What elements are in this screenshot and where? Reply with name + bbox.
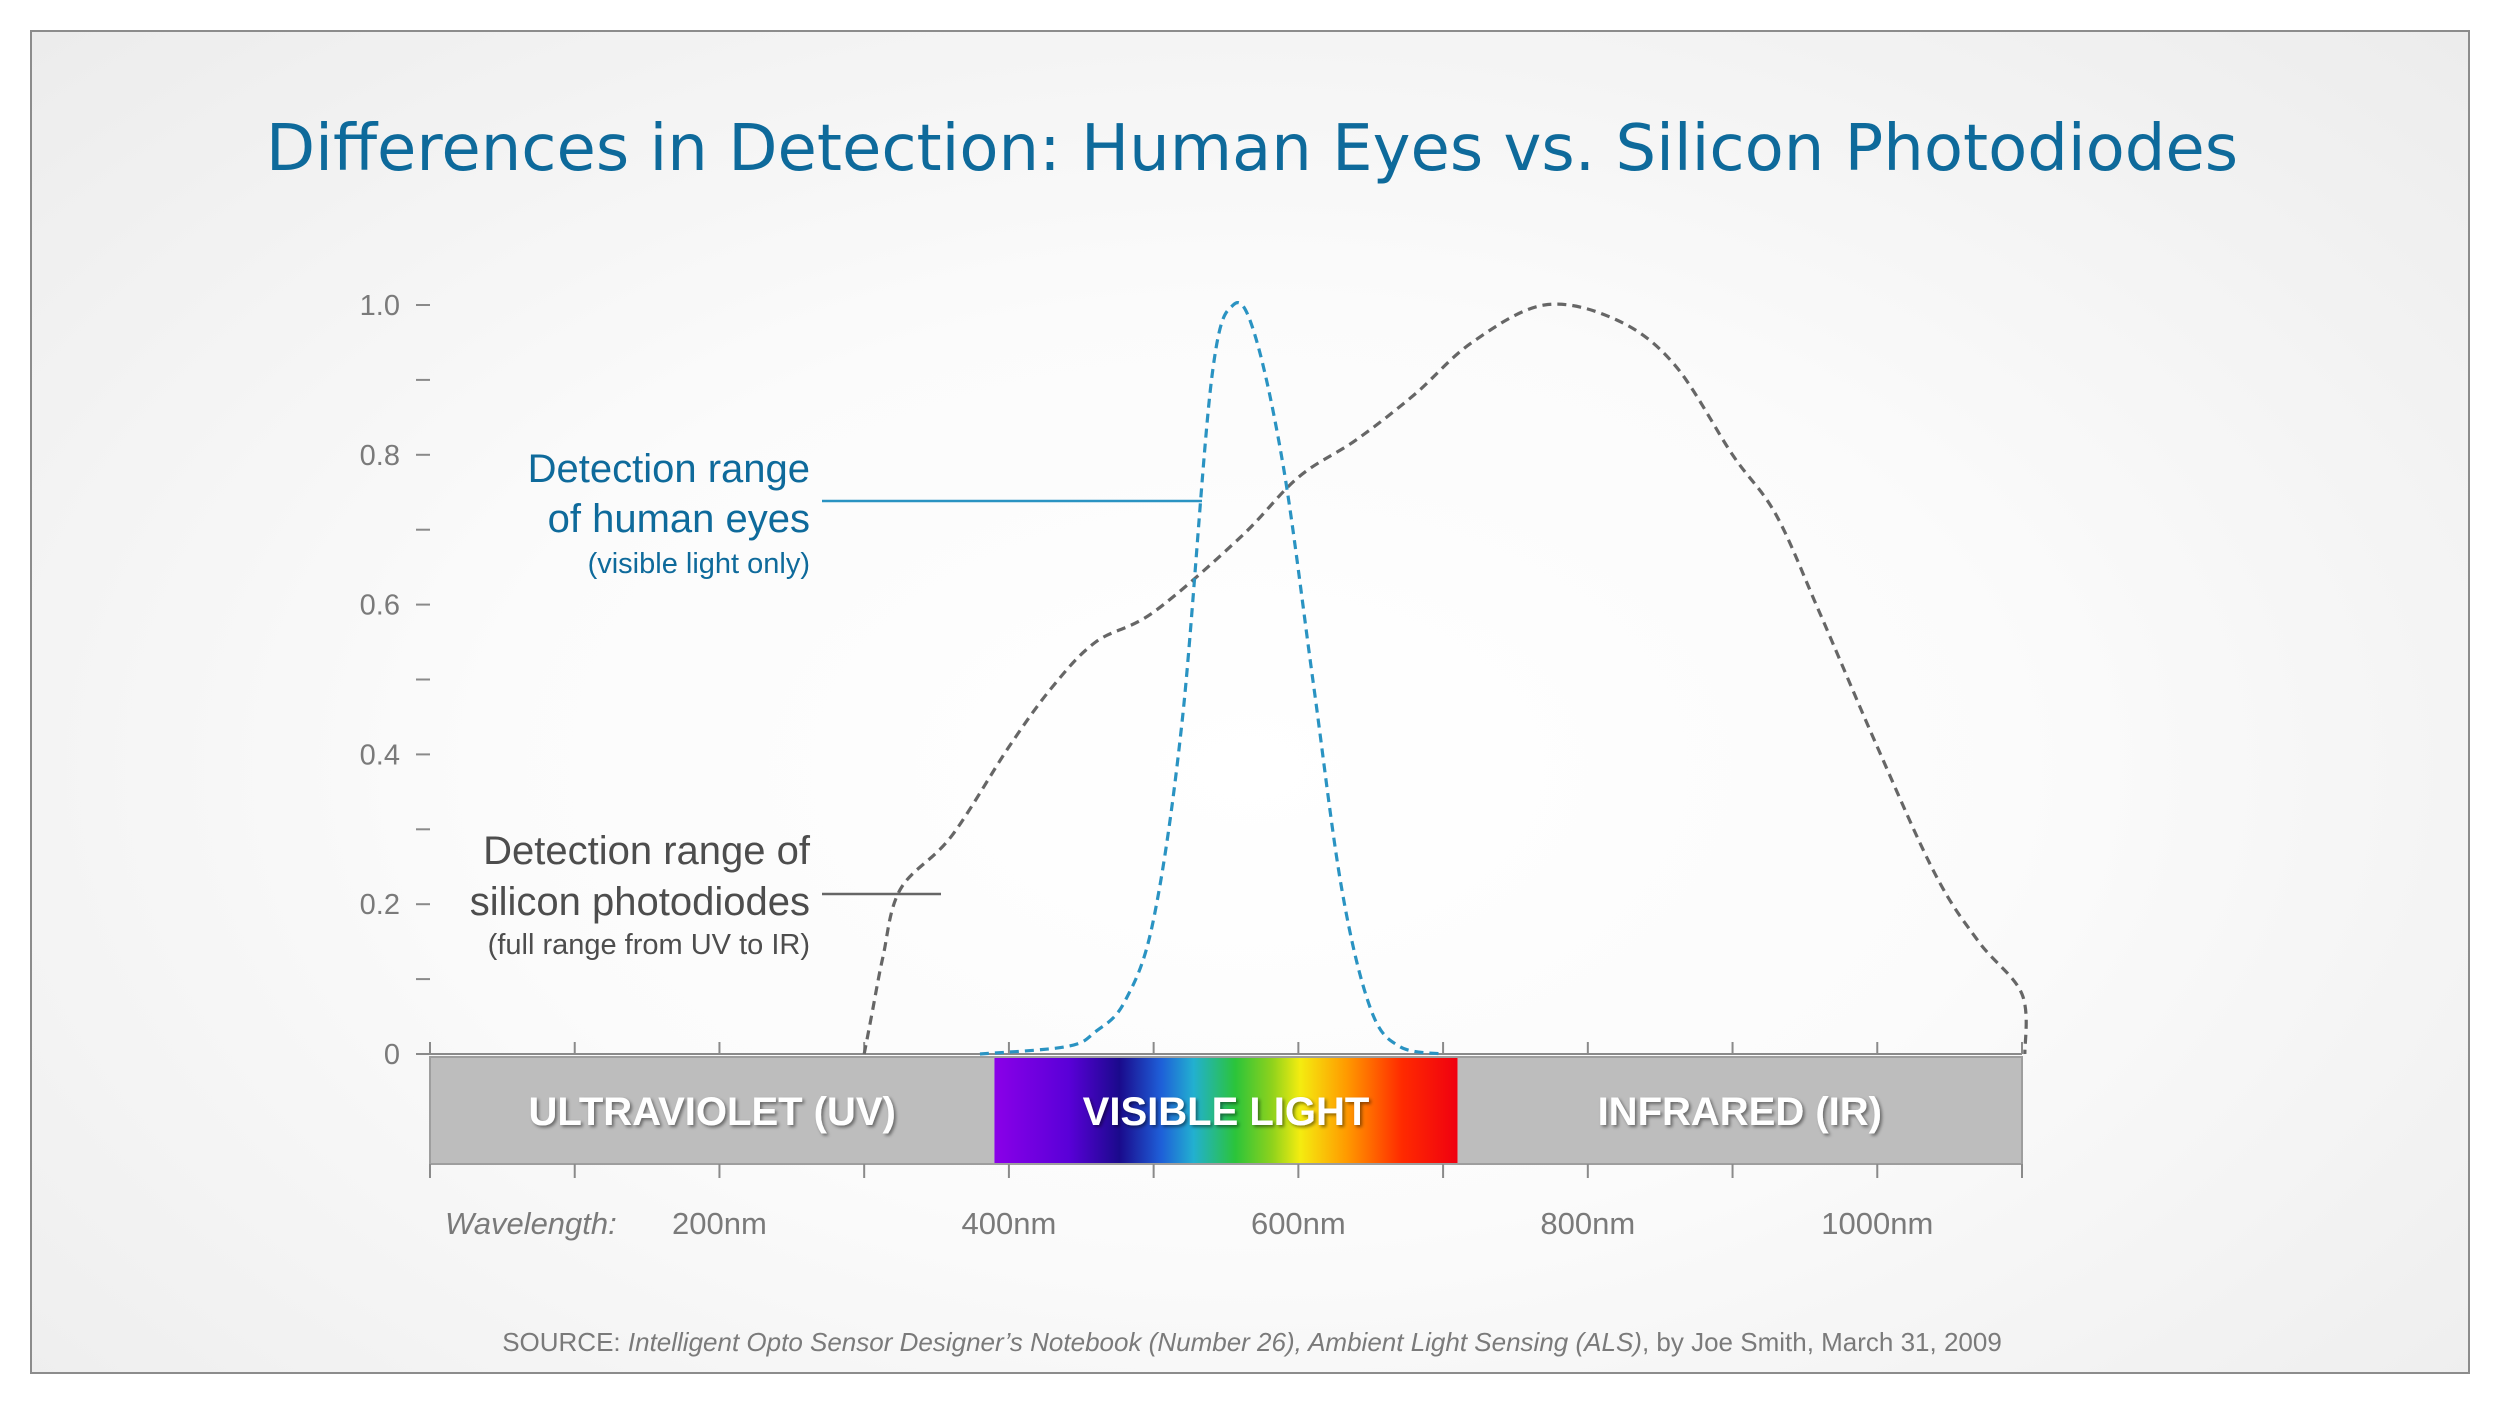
- x-tick-label: 600nm: [1251, 1206, 1346, 1241]
- y-tick-label: 0.2: [360, 889, 400, 921]
- y-tick-label: 0.6: [360, 590, 400, 622]
- x-tick-label: 1000nm: [1821, 1206, 1933, 1241]
- source-prefix: SOURCE:: [502, 1327, 620, 1357]
- series-human-eyes: [979, 301, 1444, 1056]
- x-axis-label: Wavelength:: [445, 1206, 617, 1241]
- y-tick-label: 0: [384, 1039, 400, 1071]
- annotation-eyes-line1: Detection range: [528, 447, 810, 491]
- band-2: [1457, 1057, 2022, 1164]
- x-tick-label: 800nm: [1540, 1206, 1635, 1241]
- x-tick-label: 400nm: [962, 1206, 1057, 1241]
- band-label: ULTRAVIOLET (UV): [529, 1090, 896, 1134]
- annotation-eyes-note: (visible light only): [588, 548, 810, 580]
- y-tick-label: 1.0: [360, 290, 400, 322]
- series-silicon-photodiodes: [862, 302, 2028, 1055]
- band-label: VISIBLE LIGHT: [1083, 1090, 1370, 1134]
- chart-svg: Differences in Detection: Human Eyes vs.…: [266, 112, 2238, 1357]
- band-1: [994, 1057, 1458, 1164]
- x-axis: 200nm 400nm 600nm 800nm 1000nm Wavelength:: [429, 1042, 2023, 1241]
- band-outline: [429, 1056, 2023, 1165]
- annotation-silicon-note: (full range from UV to IR): [488, 929, 810, 961]
- slide: Differences in Detection: Human Eyes vs.…: [30, 30, 2470, 1374]
- band-label: INFRARED (IR): [1598, 1090, 1882, 1134]
- wavelength-bands: ULTRAVIOLET (UV) VISIBLE LIGHT INFRARED (I…: [429, 1056, 2023, 1165]
- chart-title: Differences in Detection: Human Eyes vs.…: [266, 112, 2238, 186]
- y-tick-label: 0.8: [360, 440, 400, 472]
- series-group: [862, 301, 2028, 1056]
- y-tick-label: 0.4: [360, 739, 400, 771]
- annotation-silicon-line2: silicon photodiodes: [470, 880, 810, 924]
- source-citation: SOURCE: Intelligent Opto Sensor Designer…: [502, 1327, 2002, 1357]
- annotation-silicon: Detection range of silicon photodiodes (…: [470, 829, 941, 961]
- annotation-silicon-line1: Detection range of: [483, 829, 811, 873]
- source-title: Intelligent Opto Sensor Designer’s Noteb…: [628, 1327, 1642, 1357]
- annotation-eyes-line2: of human eyes: [548, 497, 810, 541]
- x-tick-label: 200nm: [672, 1206, 767, 1241]
- source-suffix: , by Joe Smith, March 31, 2009: [1642, 1327, 2002, 1357]
- band-0: [430, 1057, 995, 1164]
- y-axis: 0 0.2 0.4 0.6 0.8 1.0: [360, 290, 430, 1071]
- annotation-eyes: Detection range of human eyes (visible l…: [528, 447, 1202, 580]
